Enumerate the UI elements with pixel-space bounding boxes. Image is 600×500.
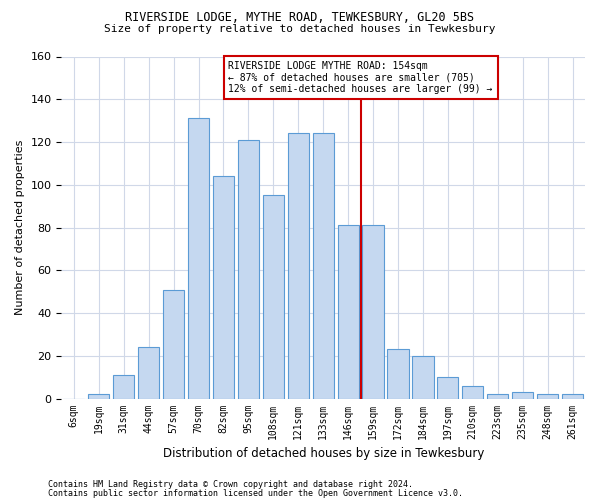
- Y-axis label: Number of detached properties: Number of detached properties: [15, 140, 25, 315]
- Bar: [287, 134, 309, 398]
- Bar: [437, 377, 458, 398]
- Bar: [412, 356, 434, 399]
- Bar: [338, 226, 359, 398]
- Text: Contains public sector information licensed under the Open Government Licence v3: Contains public sector information licen…: [48, 489, 463, 498]
- Bar: [113, 375, 134, 398]
- Bar: [388, 350, 409, 399]
- Bar: [562, 394, 583, 398]
- X-axis label: Distribution of detached houses by size in Tewkesbury: Distribution of detached houses by size …: [163, 447, 484, 460]
- Bar: [213, 176, 234, 398]
- Bar: [462, 386, 484, 398]
- Text: Contains HM Land Registry data © Crown copyright and database right 2024.: Contains HM Land Registry data © Crown c…: [48, 480, 413, 489]
- Bar: [512, 392, 533, 398]
- Bar: [163, 290, 184, 399]
- Bar: [362, 226, 383, 398]
- Bar: [88, 394, 109, 398]
- Bar: [138, 347, 159, 399]
- Text: Size of property relative to detached houses in Tewkesbury: Size of property relative to detached ho…: [104, 24, 496, 34]
- Bar: [263, 196, 284, 398]
- Bar: [238, 140, 259, 398]
- Text: RIVERSIDE LODGE MYTHE ROAD: 154sqm
← 87% of detached houses are smaller (705)
12: RIVERSIDE LODGE MYTHE ROAD: 154sqm ← 87%…: [229, 61, 493, 94]
- Bar: [188, 118, 209, 398]
- Text: RIVERSIDE LODGE, MYTHE ROAD, TEWKESBURY, GL20 5BS: RIVERSIDE LODGE, MYTHE ROAD, TEWKESBURY,…: [125, 11, 475, 24]
- Bar: [487, 394, 508, 398]
- Bar: [313, 134, 334, 398]
- Bar: [537, 394, 558, 398]
